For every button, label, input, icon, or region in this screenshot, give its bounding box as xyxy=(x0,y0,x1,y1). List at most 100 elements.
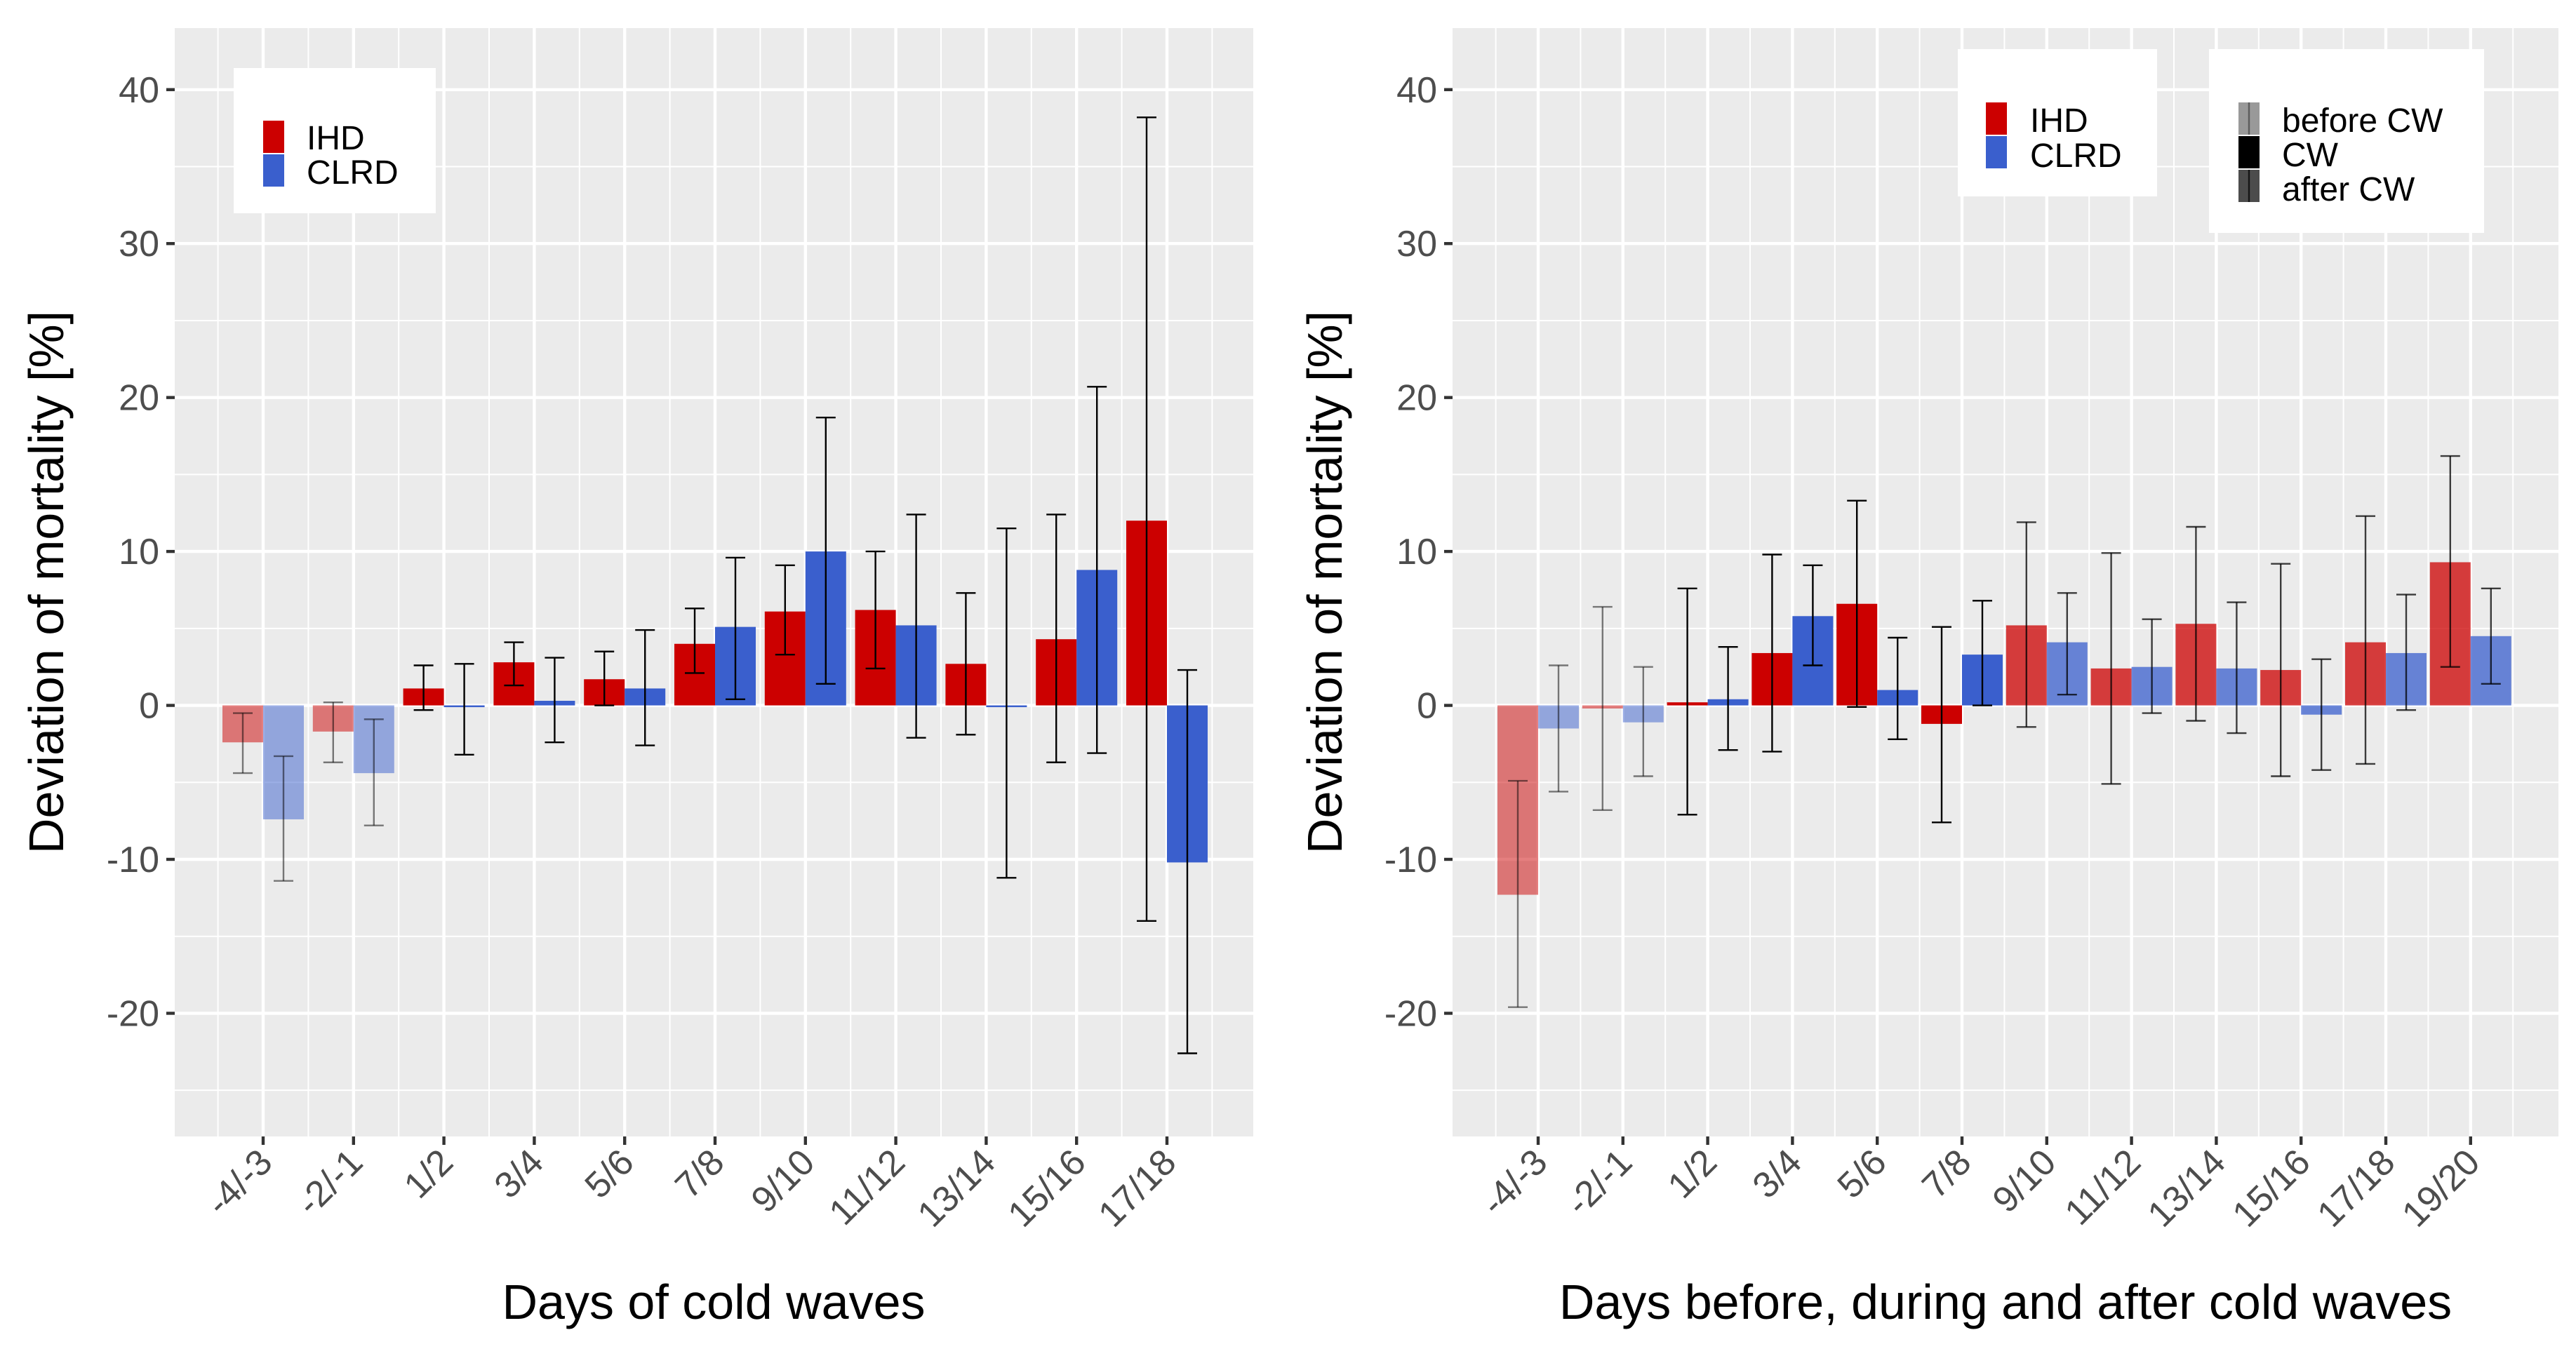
x-tick-label: 13/14 xyxy=(2140,1141,2234,1235)
y-tick-label: 40 xyxy=(119,70,159,111)
x-tick-label: 13/14 xyxy=(910,1141,1003,1235)
error-bar-clrd-7/8 xyxy=(1973,600,1992,706)
y-tick-label: -20 xyxy=(1384,993,1437,1034)
error-bars-right xyxy=(1508,455,2501,1008)
error-bar-ihd-9/10 xyxy=(2016,521,2036,728)
x-tick-label: 17/18 xyxy=(2309,1141,2403,1235)
error-bar-clrd-9/10 xyxy=(815,416,836,685)
x-tick-label: -2/-1 xyxy=(1559,1141,1641,1223)
x-tick-label: 5/6 xyxy=(578,1141,642,1206)
error-bar-ihd-15/16 xyxy=(1046,514,1067,763)
error-bar-ihd-11/12 xyxy=(2101,552,2121,785)
y-axis-left: -20 -10 0 10 20 30 40 xyxy=(107,70,175,1034)
y-tick-label: -10 xyxy=(107,840,159,880)
error-bar-clrd-9/10 xyxy=(2057,592,2077,696)
error-bar-clrd--2/-1 xyxy=(1633,666,1653,777)
error-bar-clrd-1/2 xyxy=(1718,645,1738,751)
error-bar-clrd-5/6 xyxy=(1888,636,1908,741)
legend-left: IHD CLRD xyxy=(234,68,436,213)
error-bar-ihd-3/4 xyxy=(504,641,524,687)
error-bar-clrd-11/12 xyxy=(906,514,926,739)
error-bar-clrd-7/8 xyxy=(726,556,745,700)
legend-label-clrd: CLRD xyxy=(2030,137,2122,175)
x-axis-title-left: Days of cold waves xyxy=(502,1275,925,1329)
error-bar-ihd--2/-1 xyxy=(323,701,343,763)
legend-key-clrd xyxy=(1986,136,2007,168)
x-tick-label: -4/-3 xyxy=(1474,1141,1556,1223)
y-tick-label: -20 xyxy=(107,993,159,1034)
error-bar-ihd-1/2 xyxy=(413,664,434,711)
x-tick-label: -4/-3 xyxy=(199,1141,281,1223)
error-bar-ihd-5/6 xyxy=(1847,499,1867,708)
y-tick-label: -10 xyxy=(1384,840,1437,880)
legend-key-before-cw xyxy=(2238,102,2260,135)
error-bar-ihd-13/14 xyxy=(956,592,976,736)
x-tick-label: -2/-1 xyxy=(289,1141,371,1223)
error-bar-clrd--4/-3 xyxy=(1549,664,1568,793)
error-bar-clrd-5/6 xyxy=(635,629,655,746)
error-bar-clrd--4/-3 xyxy=(274,755,293,882)
y-axis-right: -20 -10 0 10 20 30 40 xyxy=(1384,70,1453,1034)
y-tick-label: 0 xyxy=(1417,686,1437,727)
error-bar-ihd--2/-1 xyxy=(1592,605,1613,811)
x-tick-label: 19/20 xyxy=(2394,1141,2488,1235)
x-tick-label: 3/4 xyxy=(487,1141,552,1206)
legend-label-clrd: CLRD xyxy=(307,154,399,192)
legend-key-clrd xyxy=(263,154,284,187)
legend-right: IHD CLRD xyxy=(1958,49,2157,196)
x-axis-right: -4/-3 -2/-1 1/2 3/4 5/6 7/8 9/1011/1213/1415/1… xyxy=(1474,1136,2488,1235)
x-axis-title-right: Days before, during and after cold waves xyxy=(1559,1275,2452,1329)
legend-label-cw: CW xyxy=(2282,137,2339,174)
legend-label-ihd: IHD xyxy=(2030,102,2088,140)
error-bar-ihd-1/2 xyxy=(1677,587,1697,816)
y-axis-title-left: Deviation of mortality [%] xyxy=(19,311,74,854)
error-bar-clrd-3/4 xyxy=(545,657,565,744)
x-tick-label: 1/2 xyxy=(1660,1141,1725,1206)
x-tick-label: 9/10 xyxy=(1985,1141,2064,1221)
legend-label-after-cw: after CW xyxy=(2282,171,2415,208)
y-tick-label: 10 xyxy=(119,532,159,572)
legend-label-ihd: IHD xyxy=(307,120,365,157)
x-tick-label: 15/16 xyxy=(2225,1141,2318,1235)
error-bar-clrd-15/16 xyxy=(1087,386,1107,754)
error-bar-ihd-7/8 xyxy=(1932,626,1951,824)
error-bar-clrd-13/14 xyxy=(2227,601,2247,734)
legend-label-before-cw: before CW xyxy=(2282,102,2443,140)
error-bar-ihd--4/-3 xyxy=(233,712,253,774)
x-tick-label: 15/16 xyxy=(1001,1141,1094,1235)
error-bars-left xyxy=(233,116,1197,1054)
chart-panel-right: -20 -10 0 10 20 30 40 -4/-3 -2/-1 1/2 3/4 5/6 7/8 9/… xyxy=(1297,28,2558,1329)
error-bar-ihd-7/8 xyxy=(685,608,705,674)
error-bar-ihd-17/18 xyxy=(1137,116,1156,922)
error-bar-clrd--2/-1 xyxy=(363,718,384,826)
error-bar-ihd-9/10 xyxy=(775,564,795,656)
x-tick-label: 11/12 xyxy=(822,1141,913,1233)
y-tick-label: 30 xyxy=(1396,224,1437,264)
x-tick-label: 7/8 xyxy=(1914,1141,1979,1206)
y-tick-label: 10 xyxy=(1396,532,1437,572)
error-bar-clrd-17/18 xyxy=(1177,669,1197,1054)
error-bar-ihd-19/20 xyxy=(2440,455,2460,668)
chart-panel-left: -20 -10 0 10 20 30 40 -4/-3 -2/-1 1/2 3/4 5/6 7/8 9/… xyxy=(19,28,1253,1329)
x-axis-left: -4/-3 -2/-1 1/2 3/4 5/6 7/8 9/1011/1213/1415/1… xyxy=(199,1136,1184,1235)
legend-phase: before CW CW after CW xyxy=(2209,49,2484,233)
error-bar-ihd-5/6 xyxy=(594,650,615,706)
error-bar-clrd-1/2 xyxy=(454,663,474,756)
y-tick-label: 40 xyxy=(1396,70,1437,111)
x-tick-label: 5/6 xyxy=(1830,1141,1895,1206)
legend-key-after-cw xyxy=(2238,170,2260,202)
legend-key-ihd xyxy=(263,121,284,153)
error-bar-clrd-13/14 xyxy=(996,527,1017,879)
error-bar-ihd-17/18 xyxy=(2356,515,2375,765)
x-tick-label: 3/4 xyxy=(1745,1141,1810,1206)
error-bar-ihd--4/-3 xyxy=(1508,779,1528,1008)
error-bar-ihd-15/16 xyxy=(2271,563,2291,777)
error-bar-ihd-13/14 xyxy=(2186,525,2206,722)
y-tick-label: 30 xyxy=(119,224,159,264)
error-bar-ihd-11/12 xyxy=(865,550,886,670)
x-tick-label: 9/10 xyxy=(744,1141,823,1221)
error-bar-clrd-11/12 xyxy=(2142,618,2162,714)
x-tick-label: 1/2 xyxy=(396,1141,461,1206)
error-bar-ihd-3/4 xyxy=(1762,553,1782,753)
